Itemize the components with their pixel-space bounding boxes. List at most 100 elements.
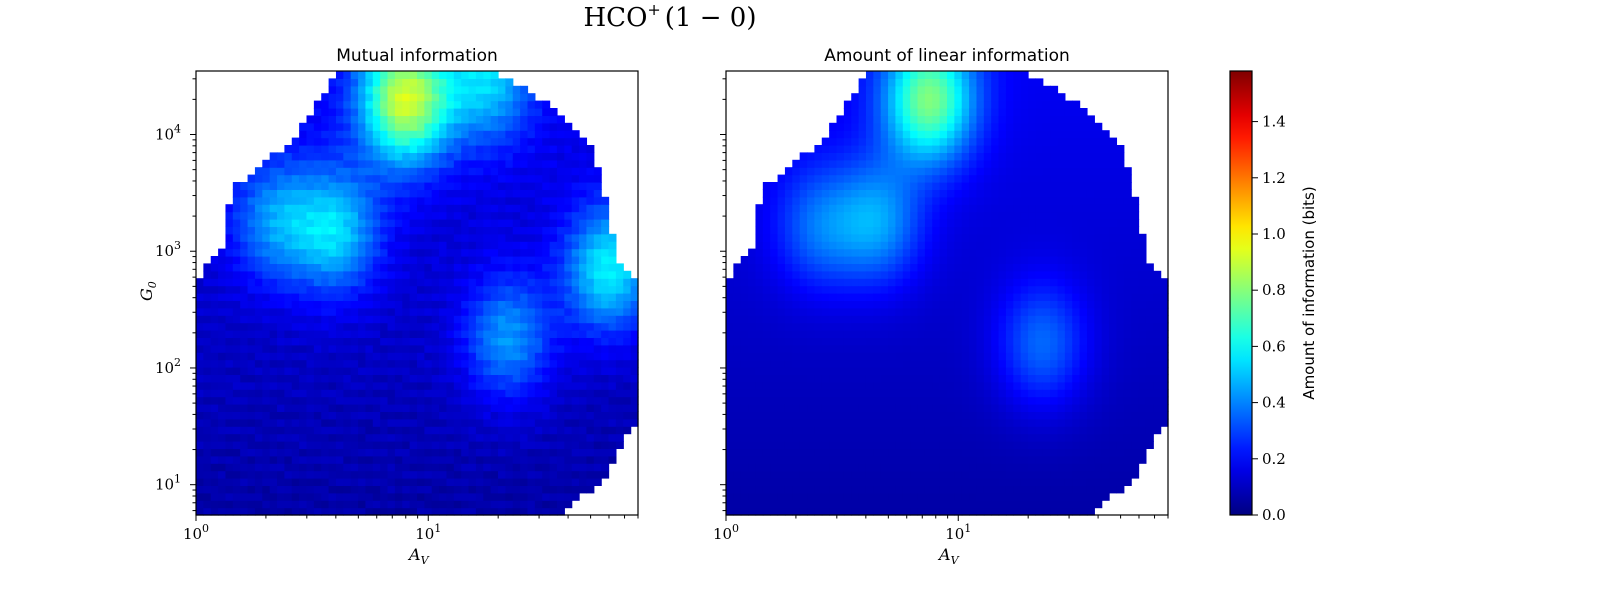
heatmap-cell	[218, 330, 227, 338]
heatmap-cell	[895, 248, 904, 257]
heatmap-cell	[917, 182, 926, 190]
heatmap-cell	[387, 470, 396, 479]
heatmap-cell	[446, 404, 455, 412]
heatmap-cell	[475, 492, 484, 501]
heatmap-cell	[579, 411, 588, 420]
heatmap-cell	[328, 315, 337, 324]
heatmap-cell	[586, 226, 595, 235]
heatmap-cell	[299, 492, 308, 501]
heatmap-cell	[394, 478, 403, 486]
heatmap-cell	[475, 426, 484, 435]
heatmap-cell	[468, 300, 477, 309]
heatmap-cell	[770, 182, 779, 190]
heatmap-cell	[387, 389, 396, 398]
heatmap-cell	[564, 211, 573, 220]
heatmap-cell	[313, 293, 322, 301]
heatmap-cell	[586, 455, 595, 464]
heatmap-cell	[969, 196, 978, 205]
heatmap-cell	[902, 226, 911, 235]
heatmap-cell	[277, 448, 285, 457]
heatmap-cell	[321, 189, 330, 198]
heatmap-cell	[836, 470, 845, 479]
heatmap-cell	[240, 293, 249, 301]
heatmap-cell	[784, 315, 793, 324]
heatmap-cell	[807, 337, 815, 346]
heatmap-cell	[851, 374, 860, 383]
heatmap-cell	[564, 256, 573, 264]
heatmap-cell	[505, 470, 514, 479]
heatmap-cell	[299, 411, 308, 420]
heatmap-cell	[873, 226, 882, 235]
heatmap-cell	[380, 500, 389, 509]
heatmap-cell	[394, 455, 403, 464]
heatmap-cell	[468, 337, 477, 346]
heatmap-cell	[740, 441, 749, 449]
heatmap-cell	[247, 211, 256, 220]
heatmap-cell	[490, 330, 499, 338]
heatmap-cell	[461, 352, 470, 361]
heatmap-cell	[807, 455, 815, 464]
heatmap-cell	[372, 211, 381, 220]
heatmap-cell	[358, 322, 367, 331]
heatmap-cell	[836, 167, 845, 176]
heatmap-cell	[549, 396, 558, 405]
heatmap-cell	[534, 219, 543, 227]
heatmap-cell	[453, 152, 462, 161]
heatmap-cell	[468, 448, 477, 457]
heatmap-cell	[726, 307, 734, 316]
heatmap-cell	[814, 330, 823, 338]
heatmap-cell	[814, 278, 823, 287]
heatmap-cell	[586, 300, 595, 309]
heatmap-cell	[762, 248, 771, 257]
heatmap-cell	[865, 389, 874, 398]
heatmap-cell	[549, 307, 558, 316]
heatmap-cell	[306, 352, 315, 361]
heatmap-cell	[969, 71, 978, 79]
heatmap-cell	[387, 374, 396, 383]
heatmap-cell	[542, 189, 551, 198]
heatmap-cell	[409, 322, 418, 331]
heatmap-cell	[210, 426, 219, 435]
heatmap-cell	[902, 270, 911, 279]
heatmap-cell	[196, 455, 204, 464]
heatmap-cell	[593, 433, 602, 442]
heatmap-cell	[520, 248, 529, 257]
heatmap-cell	[726, 411, 734, 420]
heatmap-cell	[196, 507, 204, 516]
heatmap-cell	[409, 100, 418, 109]
heatmap-cell	[328, 115, 337, 124]
heatmap-cell	[733, 492, 742, 501]
heatmap-cell	[505, 241, 514, 250]
heatmap-cell	[277, 300, 285, 309]
heatmap-cell	[328, 381, 337, 390]
heatmap-cell	[380, 85, 389, 94]
heatmap-cell	[439, 85, 448, 94]
heatmap-cell	[726, 359, 734, 368]
heatmap-cell	[969, 367, 978, 375]
heatmap-cell	[254, 411, 263, 420]
heatmap-cell	[203, 455, 212, 464]
heatmap-cell	[343, 485, 352, 494]
heatmap-cell	[969, 404, 978, 412]
heatmap-cell	[321, 248, 330, 257]
heatmap-cell	[947, 485, 955, 494]
heatmap-cell	[969, 352, 978, 361]
heatmap-cell	[755, 359, 764, 368]
heatmap-cell	[313, 100, 322, 109]
heatmap-cell	[829, 367, 838, 375]
heatmap-cell	[505, 219, 514, 227]
heatmap-cell	[777, 241, 786, 250]
heatmap-cell	[932, 448, 941, 457]
heatmap-cell	[512, 352, 521, 361]
heatmap-cell	[424, 426, 433, 435]
heatmap-cell	[254, 441, 263, 449]
heatmap-cell	[394, 122, 403, 131]
heatmap-cell	[954, 71, 963, 79]
heatmap-cell	[424, 485, 433, 494]
heatmap-cell	[417, 293, 425, 301]
heatmap-cell	[512, 278, 521, 287]
heatmap-cell	[932, 433, 941, 442]
heatmap-cell	[372, 270, 381, 279]
heatmap-cell	[777, 389, 786, 398]
heatmap-cell	[210, 307, 219, 316]
